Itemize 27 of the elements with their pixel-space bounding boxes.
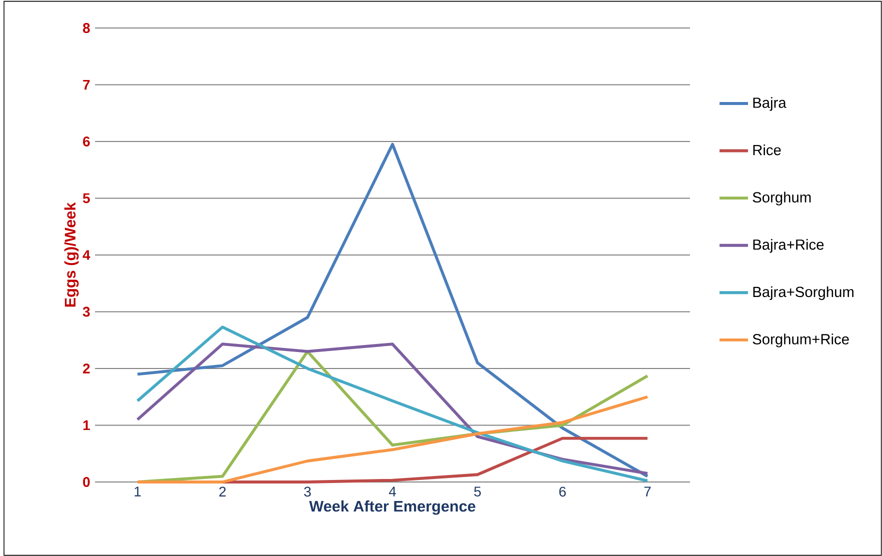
x-tick-label: 2 [219, 486, 226, 496]
legend-label: Sorghum [752, 192, 811, 206]
line-series [136, 142, 649, 478]
y-tick-label: 8 [82, 23, 90, 33]
x-tick-label: 5 [474, 486, 481, 496]
line-series [136, 395, 649, 484]
legend-label: Bajra+Rice [753, 239, 824, 253]
y-tick-label: 1 [83, 420, 90, 430]
y-tick-label: 5 [82, 193, 90, 204]
line-series [136, 326, 649, 482]
y-tick-label: 4 [82, 250, 90, 260]
x-axis-title: Week After Emergence [309, 500, 476, 515]
x-tick-label: 6 [559, 486, 566, 497]
legend-label: Bajra+Sorghum [753, 286, 854, 300]
x-tick-label: 3 [304, 486, 311, 497]
x-tick-label: 1 [134, 486, 141, 496]
x-tick-label: 7 [644, 486, 651, 496]
legend-label: Bajra [753, 97, 786, 111]
y-tick-label: 2 [82, 364, 90, 374]
y-tick-label: 6 [83, 136, 90, 146]
y-tick-label: 0 [83, 477, 90, 487]
y-tick-label: 3 [82, 306, 90, 317]
x-tick-label: 4 [388, 486, 396, 496]
y-tick-label: 7 [83, 80, 90, 90]
y-axis-title: Eggs (g)/Week [64, 202, 79, 307]
legend-label: Sorghum+Rice [752, 334, 849, 348]
legend-label: Rice [753, 144, 781, 156]
